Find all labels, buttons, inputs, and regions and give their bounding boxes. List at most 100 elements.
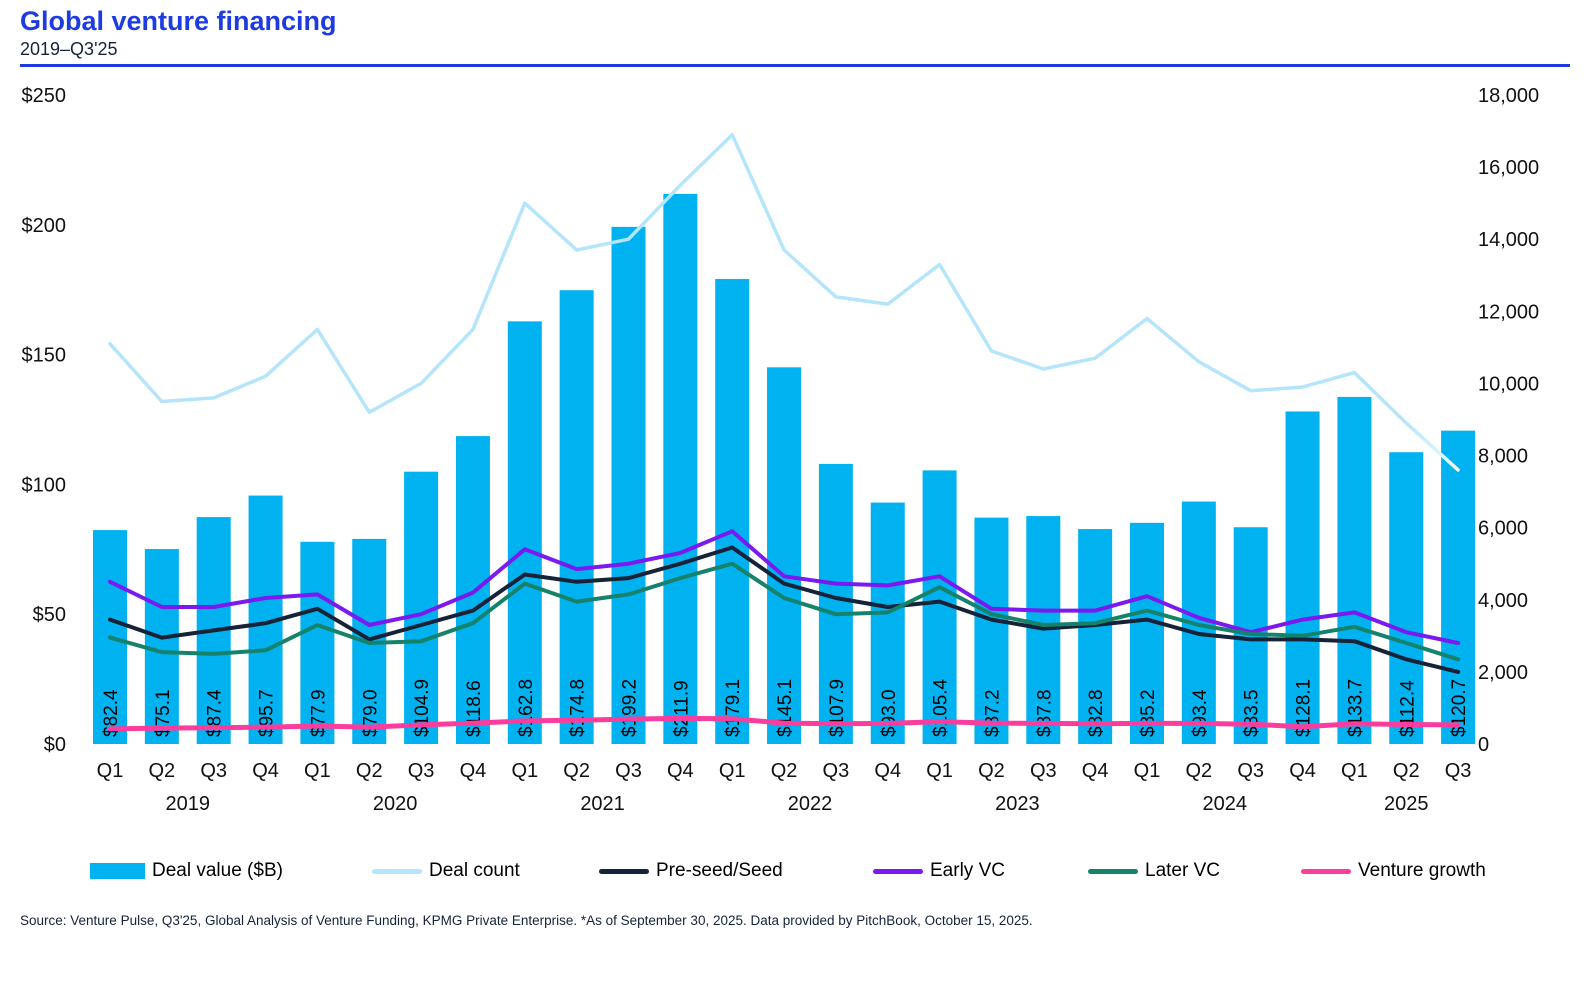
deal-value-bar bbox=[715, 279, 750, 744]
quarter-label: Q1 bbox=[719, 760, 746, 782]
quarter-label: Q3 bbox=[1445, 760, 1472, 782]
bar-value-label: $87.4 bbox=[205, 689, 226, 737]
bar-value-label: $93.0 bbox=[879, 689, 900, 737]
right-axis-tick: 0 bbox=[1478, 734, 1489, 756]
right-axis-tick: 14,000 bbox=[1478, 229, 1539, 251]
deal-value-bar bbox=[870, 502, 905, 744]
quarter-label: Q2 bbox=[1393, 760, 1420, 782]
legend-label: Deal value ($B) bbox=[152, 860, 283, 881]
bar-value-label: $145.1 bbox=[775, 679, 796, 737]
bar-value-label: $133.7 bbox=[1345, 679, 1366, 737]
deal-value-bar bbox=[1337, 396, 1372, 744]
legend-item-deal-value: Deal value ($B) bbox=[90, 860, 283, 882]
right-axis-tick: 16,000 bbox=[1478, 157, 1539, 179]
bar-value-label: $174.8 bbox=[568, 679, 589, 737]
bar-value-label: $87.8 bbox=[1034, 689, 1055, 737]
deal-value-bar bbox=[663, 193, 698, 744]
quarter-label: Q1 bbox=[97, 760, 124, 782]
deal-value-bar bbox=[974, 517, 1009, 744]
legend-label: Later VC bbox=[1145, 860, 1220, 881]
quarter-label: Q1 bbox=[511, 760, 538, 782]
bar-value-label: $85.2 bbox=[1138, 689, 1159, 737]
line-deal-count bbox=[108, 132, 1409, 425]
deal-value-bar bbox=[1285, 411, 1320, 744]
bar-value-label: $77.9 bbox=[308, 689, 329, 737]
bar-value-label: $112.4 bbox=[1397, 680, 1418, 737]
quarter-label: Q3 bbox=[823, 760, 850, 782]
year-label: 2020 bbox=[373, 793, 418, 815]
quarter-label: Q4 bbox=[874, 760, 901, 782]
legend-label: Early VC bbox=[930, 860, 1005, 881]
page-title: Global venture financing bbox=[20, 6, 337, 36]
year-label: 2024 bbox=[1203, 793, 1248, 815]
deal-value-bar bbox=[818, 463, 853, 744]
quarter-label: Q2 bbox=[563, 760, 590, 782]
bar-value-label: $82.4 bbox=[101, 689, 122, 737]
deal-count-fade-tail bbox=[1404, 421, 1460, 472]
deal-value-bar bbox=[300, 541, 335, 744]
bar-value-label: $82.8 bbox=[1086, 689, 1107, 737]
legend-item-deal-count: Deal count bbox=[372, 860, 520, 882]
deal-value-bar bbox=[144, 549, 179, 744]
bar-value-label: $118.6 bbox=[464, 680, 485, 737]
quarter-label: Q2 bbox=[978, 760, 1005, 782]
deal-value-bar bbox=[1441, 430, 1476, 744]
later-vc-swatch bbox=[1088, 868, 1138, 874]
early-vc-swatch bbox=[873, 868, 923, 874]
quarter-label: Q4 bbox=[252, 760, 279, 782]
bar-value-label: $107.9 bbox=[827, 679, 848, 737]
legend-item-early-vc: Early VC bbox=[873, 860, 1005, 882]
line-pre-seed-seed bbox=[108, 545, 1461, 674]
year-label: 2019 bbox=[166, 793, 211, 815]
right-axis-tick: 12,000 bbox=[1478, 301, 1539, 323]
right-axis-tick: 18,000 bbox=[1478, 85, 1539, 107]
left-axis-tick: $150 bbox=[22, 345, 67, 367]
deal-value-bar bbox=[767, 367, 802, 744]
right-axis-tick: 8,000 bbox=[1478, 446, 1528, 468]
line-early-vc bbox=[108, 529, 1461, 645]
quarter-label: Q3 bbox=[615, 760, 642, 782]
quarter-label: Q1 bbox=[1341, 760, 1368, 782]
quarter-label: Q4 bbox=[460, 760, 487, 782]
quarter-label: Q1 bbox=[304, 760, 331, 782]
bar-value-label: $104.9 bbox=[412, 679, 433, 737]
quarter-label: Q1 bbox=[1134, 760, 1161, 782]
deal-value-bar bbox=[1078, 529, 1113, 744]
legend-item-venture-growth: Venture growth bbox=[1301, 860, 1486, 882]
legend-item-pre-seed: Pre-seed/Seed bbox=[599, 860, 783, 882]
left-axis-tick: $100 bbox=[22, 474, 67, 496]
quarter-label: Q1 bbox=[926, 760, 953, 782]
line-later-vc bbox=[108, 561, 1461, 662]
chart-area: $0 $50 $100 $150 $200 $250 0 2,000 4,000 6,000 8,0… bbox=[0, 80, 1588, 822]
left-axis-tick: $0 bbox=[44, 734, 66, 756]
chart-legend: Deal value ($B) Deal count Pre-seed/Seed… bbox=[0, 860, 1588, 886]
quarter-label: Q4 bbox=[1082, 760, 1109, 782]
quarter-label: Q2 bbox=[1186, 760, 1213, 782]
legend-label: Pre-seed/Seed bbox=[656, 860, 783, 881]
left-axis-tick: $250 bbox=[22, 85, 67, 107]
legend-label: Deal count bbox=[429, 860, 520, 881]
quarter-label: Q3 bbox=[408, 760, 435, 782]
year-label: 2021 bbox=[580, 793, 625, 815]
title-divider bbox=[20, 64, 1570, 67]
left-axis-tick: $200 bbox=[22, 215, 67, 237]
quarter-label: Q3 bbox=[200, 760, 227, 782]
legend-item-later-vc: Later VC bbox=[1088, 860, 1220, 882]
deal-value-bar bbox=[1130, 522, 1164, 744]
line-venture-growth bbox=[107, 715, 1461, 732]
source-note: Source: Venture Pulse, Q3'25, Global Ana… bbox=[20, 913, 1033, 928]
right-axis-tick: 10,000 bbox=[1478, 373, 1539, 395]
quarter-label: Q2 bbox=[356, 760, 383, 782]
quarter-label: Q2 bbox=[771, 760, 798, 782]
date-range-subtitle: 2019–Q3'25 bbox=[20, 39, 118, 59]
deal-value-swatch bbox=[90, 863, 145, 879]
bar-value-label: $95.7 bbox=[257, 689, 278, 737]
legend-label: Venture growth bbox=[1358, 860, 1486, 881]
year-label: 2025 bbox=[1384, 793, 1429, 815]
bar-value-label: $211.9 bbox=[671, 680, 692, 737]
bar-value-label: $75.1 bbox=[153, 689, 174, 737]
bar-value-label: $120.7 bbox=[1449, 679, 1470, 737]
venture-growth-swatch bbox=[1301, 868, 1351, 874]
bar-value-label: $87.2 bbox=[982, 689, 1003, 737]
